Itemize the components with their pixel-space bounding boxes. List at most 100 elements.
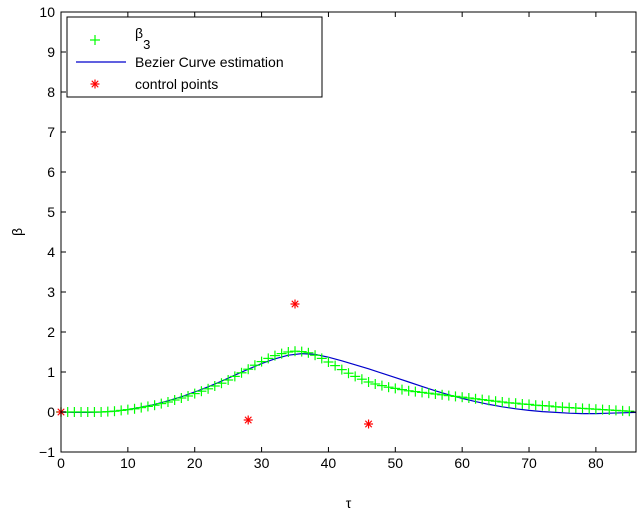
beta3-point xyxy=(116,405,127,416)
beta3-point xyxy=(483,395,494,406)
y-tick-label: 0 xyxy=(47,404,55,420)
beta3-point xyxy=(376,380,387,391)
beta3-point xyxy=(390,383,401,394)
legend-label: control points xyxy=(135,76,218,92)
beta3-point xyxy=(350,371,361,382)
legend-label: β3 xyxy=(135,25,150,52)
beta3-point xyxy=(263,353,274,364)
control-point xyxy=(364,419,374,429)
series-beta3-markers-group xyxy=(56,346,635,417)
beta3-point xyxy=(457,392,468,403)
x-tick-label: 40 xyxy=(321,455,337,471)
y-tick-label: 7 xyxy=(47,124,55,140)
y-tick-label: 9 xyxy=(47,44,55,60)
beta3-point xyxy=(403,385,414,396)
y-tick-label: 8 xyxy=(47,84,55,100)
beta3-point xyxy=(423,388,434,399)
beta3-point xyxy=(303,347,314,358)
control-point xyxy=(243,415,253,425)
beta3-point xyxy=(203,383,214,394)
beta3-point xyxy=(463,393,474,403)
beta3-point xyxy=(410,386,421,397)
y-tick-label: −1 xyxy=(39,444,55,460)
x-tick-label: 70 xyxy=(521,455,537,471)
beta3-point xyxy=(470,393,481,404)
beta3-point xyxy=(330,360,341,371)
y-tick-label: 6 xyxy=(47,164,55,180)
beta3-point xyxy=(136,402,147,413)
beta3-point xyxy=(209,381,220,391)
beta3-point xyxy=(236,367,247,378)
y-tick-label: 3 xyxy=(47,284,55,300)
beta3-point xyxy=(417,387,428,398)
beta3-point xyxy=(497,397,508,407)
axes-box xyxy=(60,11,637,453)
beta3-point xyxy=(122,404,133,415)
x-tick-label: 10 xyxy=(120,455,136,471)
beta3-point xyxy=(162,397,173,407)
x-tick-label: 60 xyxy=(454,455,470,471)
beta3-point xyxy=(129,403,140,414)
beta3-point xyxy=(249,360,260,371)
beta3-point xyxy=(196,386,207,397)
legend-plus-marker xyxy=(90,35,100,45)
beta3-point xyxy=(437,389,448,400)
beta3-point xyxy=(283,347,294,357)
beta3-point xyxy=(243,364,254,375)
beta3-point xyxy=(383,382,394,393)
beta3-point xyxy=(450,391,461,402)
beta3-point xyxy=(443,390,454,401)
y-tick-label: 10 xyxy=(39,4,55,20)
beta3-point xyxy=(169,395,180,405)
beta3-point xyxy=(142,401,153,412)
x-tick-label: 30 xyxy=(254,455,270,471)
beta3-point xyxy=(363,377,374,387)
beta3-point xyxy=(430,389,441,399)
beta3-point xyxy=(216,378,227,389)
beta3-point xyxy=(490,396,501,407)
beta3-point xyxy=(544,401,555,411)
legend-label: Bezier Curve estimation xyxy=(135,54,284,70)
beta3-point xyxy=(323,357,334,367)
legend-label-text: β xyxy=(135,25,143,41)
legend-star-marker xyxy=(90,79,100,89)
y-tick-label: 4 xyxy=(47,244,55,260)
beta3-point xyxy=(296,346,307,357)
beta3-point xyxy=(156,398,167,409)
x-axis-ticks: 0 10 20 30 40 50 60 70 80 xyxy=(57,12,604,471)
beta3-point xyxy=(276,348,287,359)
beta3-point xyxy=(356,374,367,385)
x-axis-label: τ xyxy=(346,495,352,511)
beta3-point xyxy=(370,379,381,389)
beta3-point xyxy=(624,406,635,417)
beta3-point xyxy=(316,353,327,364)
x-tick-label: 20 xyxy=(187,455,203,471)
y-tick-label: 2 xyxy=(47,324,55,340)
beta3-point xyxy=(510,398,521,409)
beta3-point xyxy=(223,375,234,385)
beta3-point xyxy=(343,368,354,379)
beta3-point xyxy=(256,356,267,367)
y-axis-label: β xyxy=(9,228,25,236)
beta3-point xyxy=(269,350,280,361)
beta3-point xyxy=(183,391,194,401)
y-tick-label: 5 xyxy=(47,204,55,220)
x-tick-label: 0 xyxy=(57,455,65,471)
beta3-point xyxy=(336,364,347,375)
beta3-point xyxy=(310,350,321,361)
beta3-point xyxy=(109,406,120,417)
x-tick-label: 50 xyxy=(388,455,404,471)
control-point xyxy=(290,299,300,309)
legend-label-subscript: 3 xyxy=(143,37,150,52)
beta3-point xyxy=(229,371,240,382)
beta3-point xyxy=(149,400,160,411)
beta3-point xyxy=(176,393,187,403)
beta3-point xyxy=(477,394,488,405)
legend: β3 Bezier Curve estimation control points xyxy=(66,16,323,98)
y-axis-ticks: −1 0 1 2 3 4 5 6 7 8 9 10 xyxy=(39,4,636,460)
legend-box xyxy=(66,16,323,98)
y-tick-label: 1 xyxy=(47,364,55,380)
beta3-point xyxy=(396,384,407,395)
beta3-point xyxy=(189,388,200,399)
